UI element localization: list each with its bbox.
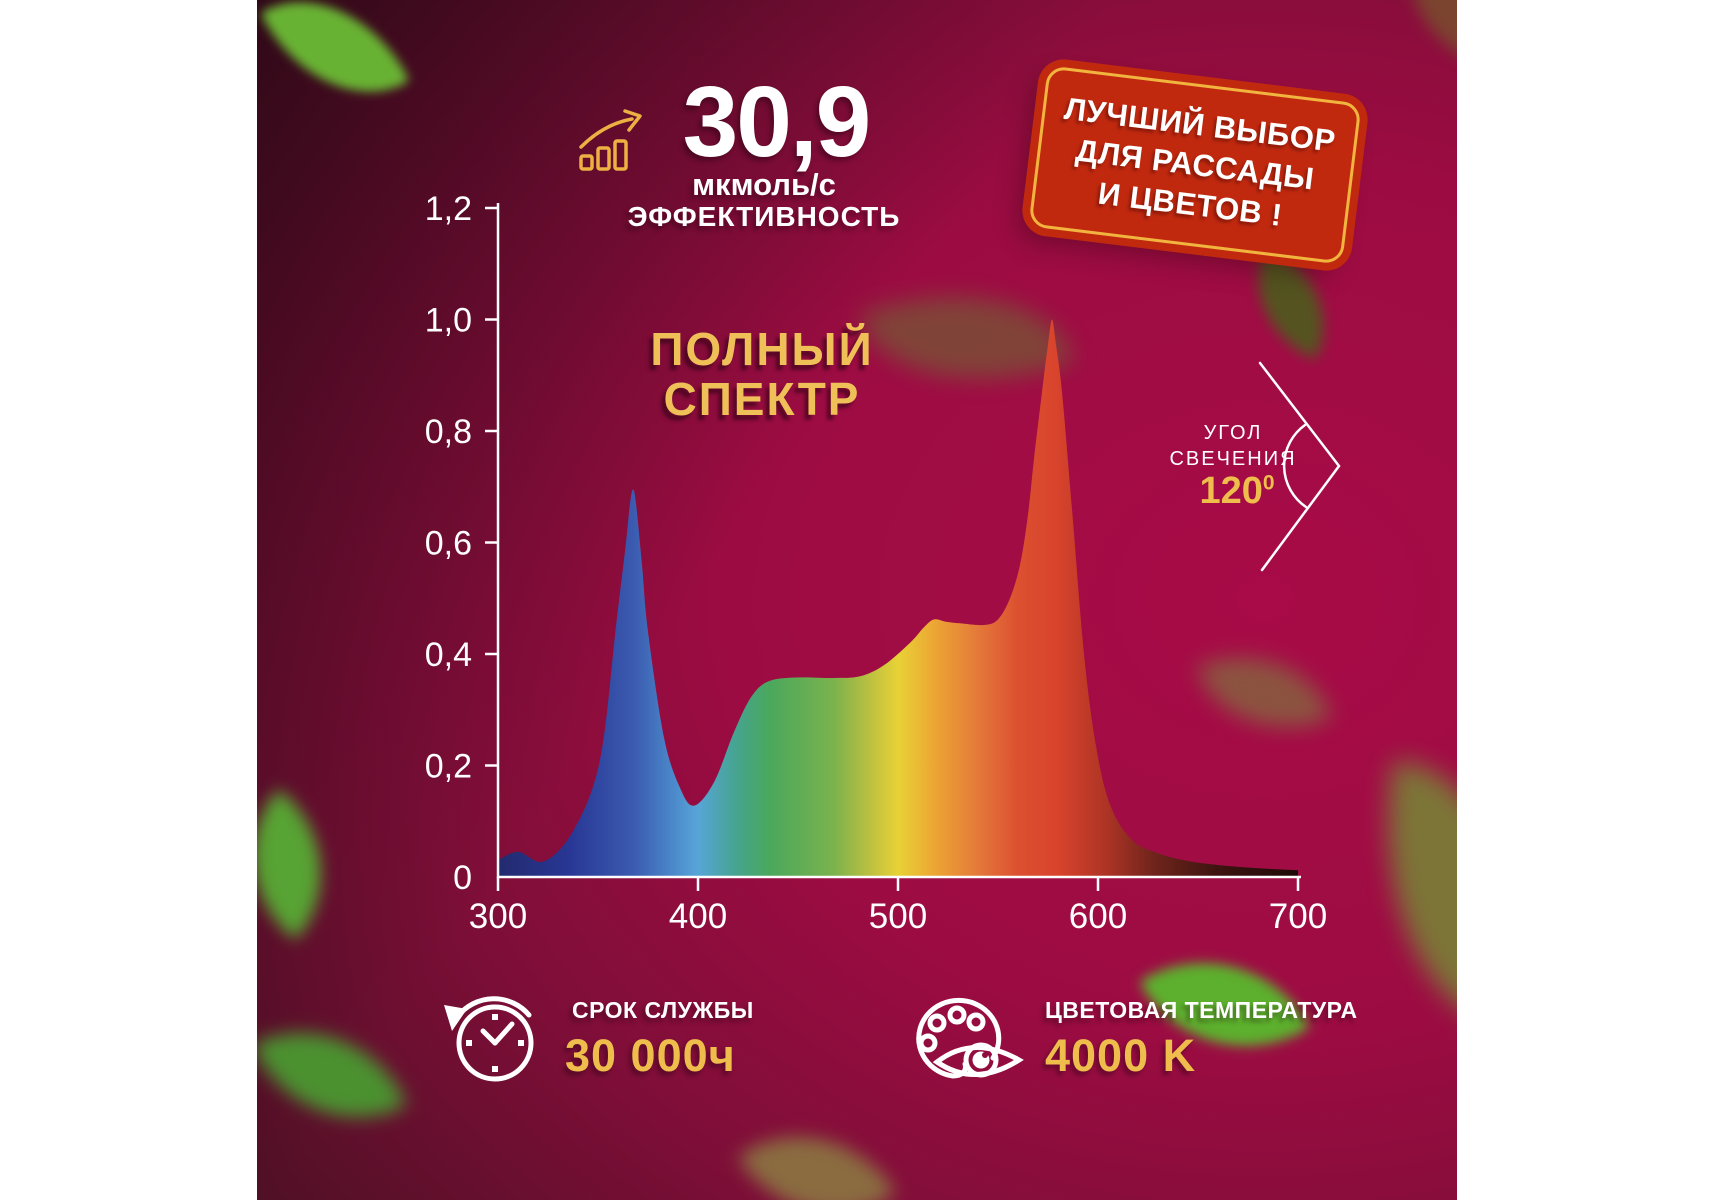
- beam-angle-value: 1200: [1199, 470, 1275, 512]
- lifetime-value: 30 000ч: [565, 1030, 736, 1081]
- svg-text:600: 600: [1069, 897, 1127, 936]
- efficiency-unit: мкмоль/с: [692, 167, 836, 202]
- chart-tick-labels: 0 0,2 0,4 0,6 0,8 1,0 1,2 300 400 500 600 700: [425, 190, 1327, 936]
- color-temperature-palette-eye-icon: [916, 997, 1024, 1079]
- spectrum-title-line1: ПОЛНЫЙ: [650, 323, 874, 375]
- chart-axes: [485, 203, 1301, 891]
- svg-text:0: 0: [453, 859, 472, 897]
- svg-text:0,4: 0,4: [425, 636, 472, 674]
- svg-text:1,0: 1,0: [425, 302, 472, 340]
- product-infographic: 0 0,2 0,4 0,6 0,8 1,0 1,2 300 400 500 600 700 30,9 …: [257, 0, 1457, 1200]
- beam-angle-label-line2: СВЕЧЕНИЯ: [1169, 448, 1297, 470]
- svg-text:300: 300: [469, 897, 527, 936]
- svg-text:400: 400: [669, 897, 727, 936]
- spectrum-chart: 0 0,2 0,4 0,6 0,8 1,0 1,2 300 400 500 600 700: [425, 190, 1327, 936]
- lifetime-label: СРОК СЛУЖБЫ: [572, 997, 754, 1023]
- beam-angle-icon: [1258, 361, 1341, 572]
- efficiency-value: 30,9: [682, 66, 872, 178]
- svg-text:0,6: 0,6: [425, 525, 472, 563]
- degree-superscript: 0: [1262, 471, 1275, 495]
- svg-text:500: 500: [869, 897, 927, 936]
- growth-arrow-icon: [579, 109, 642, 171]
- color-temperature-label: ЦВЕТОВАЯ ТЕМПЕРАТУРА: [1045, 997, 1358, 1023]
- svg-text:0,8: 0,8: [425, 413, 472, 451]
- spectrum-title-line2: СПЕКТР: [663, 373, 861, 425]
- svg-text:700: 700: [1269, 897, 1327, 936]
- efficiency-label: ЭФФЕКТИВНОСТЬ: [627, 201, 901, 232]
- svg-text:1,2: 1,2: [425, 190, 472, 228]
- lifetime-clock-icon: [444, 996, 534, 1082]
- beam-angle-label-line1: УГОЛ: [1203, 422, 1263, 444]
- color-temperature-value: 4000 K: [1045, 1030, 1197, 1081]
- svg-text:0,2: 0,2: [425, 748, 472, 786]
- spectrum-area: [498, 319, 1298, 877]
